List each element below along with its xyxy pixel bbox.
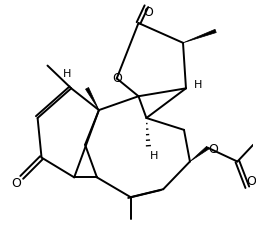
Text: O: O (209, 143, 219, 156)
Polygon shape (190, 146, 209, 161)
Text: O: O (246, 175, 256, 188)
Text: H: H (194, 80, 202, 90)
Text: H: H (150, 151, 158, 160)
Text: H: H (63, 69, 71, 80)
Polygon shape (183, 29, 216, 43)
Text: O: O (143, 6, 153, 19)
Text: O: O (112, 72, 122, 85)
Text: O: O (11, 177, 21, 190)
Polygon shape (86, 88, 99, 110)
